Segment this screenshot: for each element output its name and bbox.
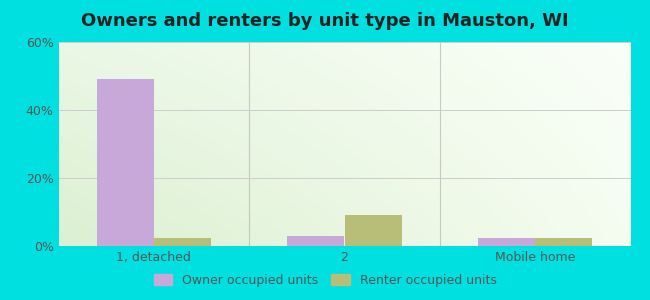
Bar — [478, 238, 535, 246]
Bar — [287, 236, 344, 246]
Text: Owners and renters by unit type in Mauston, WI: Owners and renters by unit type in Maust… — [81, 12, 569, 30]
Legend: Owner occupied units, Renter occupied units: Owner occupied units, Renter occupied un… — [150, 270, 500, 291]
Bar — [344, 215, 402, 246]
Bar — [97, 80, 154, 246]
Bar — [535, 238, 592, 246]
Bar — [154, 238, 211, 246]
